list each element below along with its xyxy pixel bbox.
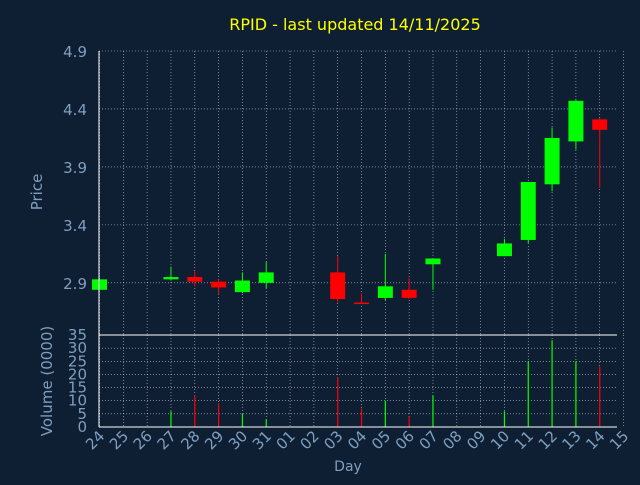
candle-body: [401, 289, 417, 298]
candle-body: [592, 119, 608, 130]
candle: [234, 272, 250, 294]
volume-y-tick-label: 10: [68, 392, 87, 410]
x-tick-label: 11: [511, 427, 537, 453]
volume-series: [170, 340, 601, 427]
volume-y-tick-label: 5: [77, 405, 87, 423]
x-tick-label: 12: [535, 427, 561, 453]
price-y-tick-label: 4.9: [63, 43, 87, 61]
x-tick-label: 10: [487, 427, 513, 453]
x-tick-label: 30: [225, 427, 251, 453]
candle: [401, 278, 417, 300]
candle: [592, 118, 608, 188]
candle: [163, 266, 179, 281]
x-axis-label: Day: [334, 459, 362, 475]
x-tick-label: 07: [416, 427, 442, 453]
x-tick-label: 26: [130, 427, 156, 453]
candle: [258, 261, 274, 289]
volume-y-tick-label: 0: [77, 418, 87, 436]
candle: [520, 181, 536, 244]
candle-body: [496, 243, 512, 257]
candlestick-series: [92, 99, 608, 305]
candle-body: [377, 286, 393, 298]
candle-body: [425, 258, 441, 265]
x-tick-label: 13: [558, 427, 584, 453]
x-tick-label: 08: [439, 427, 465, 453]
volume-y-tick-label: 25: [68, 352, 87, 370]
price-y-tick-label: 4.4: [63, 101, 87, 119]
x-tick-label: 01: [273, 427, 299, 453]
x-tick-label: 29: [201, 427, 227, 453]
candle: [354, 293, 370, 305]
candle-body: [330, 272, 346, 300]
volume-axis-label: Volume (0000): [38, 326, 56, 436]
candle-body: [568, 100, 584, 142]
candle-body: [258, 272, 274, 283]
candle-body: [163, 277, 179, 280]
chart-title: RPID - last updated 14/11/2025: [229, 15, 481, 34]
candle: [568, 99, 584, 150]
x-tick-label: 25: [106, 427, 132, 453]
x-tick-label: 09: [463, 427, 489, 453]
candle: [425, 258, 441, 290]
candle: [330, 256, 346, 303]
volume-y-tick-label: 20: [68, 365, 87, 383]
candle-body: [520, 181, 536, 240]
candle: [544, 127, 560, 192]
price-y-tick-label: 3.4: [63, 217, 87, 235]
candle: [187, 271, 203, 287]
x-tick-label: 05: [368, 427, 394, 453]
price-y-tick-label: 2.9: [63, 275, 87, 293]
candle: [211, 279, 227, 295]
x-tick-label: 28: [177, 427, 203, 453]
x-tick-label: 15: [606, 427, 632, 453]
candle-body: [354, 302, 370, 305]
plot-frames: [98, 51, 617, 428]
candle: [496, 238, 512, 257]
price-grid: [99, 50, 624, 335]
x-tick-label: 06: [392, 427, 418, 453]
x-tick-label: 31: [249, 427, 275, 453]
candle-body: [211, 281, 227, 288]
price-axis-label: Price: [28, 174, 46, 211]
x-tick-label: 02: [296, 427, 322, 453]
candle-body: [544, 137, 560, 185]
candle: [377, 253, 393, 301]
x-tick-label: 14: [582, 427, 608, 453]
x-axis-ticks: 2425262728293031010203040506070809101112…: [82, 427, 632, 453]
volume-y-tick-label: 35: [68, 326, 87, 344]
x-tick-label: 04: [344, 427, 370, 453]
price-y-tick-label: 3.9: [63, 159, 87, 177]
candle-body: [187, 277, 203, 282]
volume-y-tick-label: 30: [68, 339, 87, 357]
x-tick-label: 03: [320, 427, 346, 453]
candle-body: [234, 280, 250, 293]
x-tick-label: 27: [154, 427, 180, 453]
volume-y-tick-label: 15: [68, 379, 87, 397]
price-y-ticks: 4.9 4.4 3.9 3.4 2.9: [63, 43, 87, 293]
